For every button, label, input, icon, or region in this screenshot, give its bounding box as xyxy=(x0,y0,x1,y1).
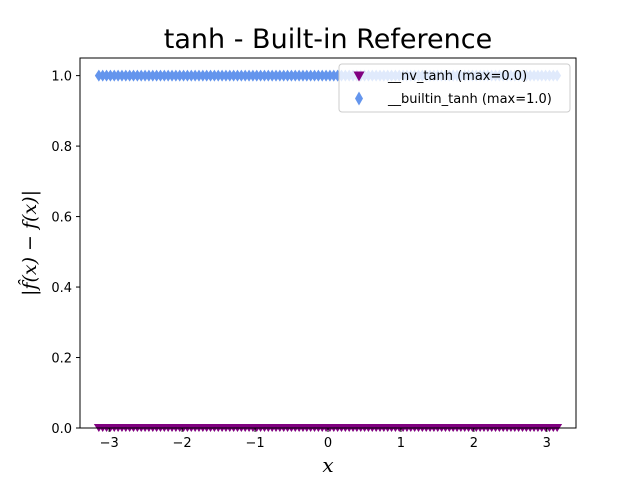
y-tick-label: 0.6 xyxy=(51,211,72,226)
x-tick-label: 2 xyxy=(470,436,478,451)
y-tick-label: 0.8 xyxy=(51,140,72,155)
x-axis: −3 −2 −1 0 1 2 3 xyxy=(100,428,551,451)
legend-box xyxy=(338,63,571,113)
x-tick-label: −3 xyxy=(100,436,119,451)
x-tick-label: 1 xyxy=(397,436,405,451)
y-tick-label: 1.0 xyxy=(51,70,72,85)
legend: __nv_tanh (max=0.0) __builtin_tanh (max=… xyxy=(338,63,571,113)
chart-title: tanh - Built-in Reference xyxy=(164,24,492,55)
y-axis: 0.0 0.2 0.4 0.6 0.8 1.0 xyxy=(51,70,80,437)
legend-marker-nv-tanh xyxy=(353,71,365,82)
y-tick-label: 0.4 xyxy=(51,281,72,296)
x-tick-label: 0 xyxy=(324,436,332,451)
x-axis-label: x xyxy=(322,453,333,477)
x-tick-label: 3 xyxy=(543,436,551,451)
legend-label-nv-tanh: __nv_tanh (max=0.0) xyxy=(387,69,527,84)
axes-frame xyxy=(79,57,577,429)
y-tick-label: 0.2 xyxy=(51,352,72,367)
y-axis-label: |f̂(x) − f(x)| xyxy=(18,190,41,296)
x-tick-label: −1 xyxy=(245,436,264,451)
legend-marker-builtin-tanh xyxy=(355,91,363,106)
y-tick-label: 0.0 xyxy=(51,422,72,437)
x-tick-label: −2 xyxy=(173,436,192,451)
plot-area xyxy=(93,69,563,432)
legend-label-builtin-tanh: __builtin_tanh (max=1.0) xyxy=(387,92,552,107)
